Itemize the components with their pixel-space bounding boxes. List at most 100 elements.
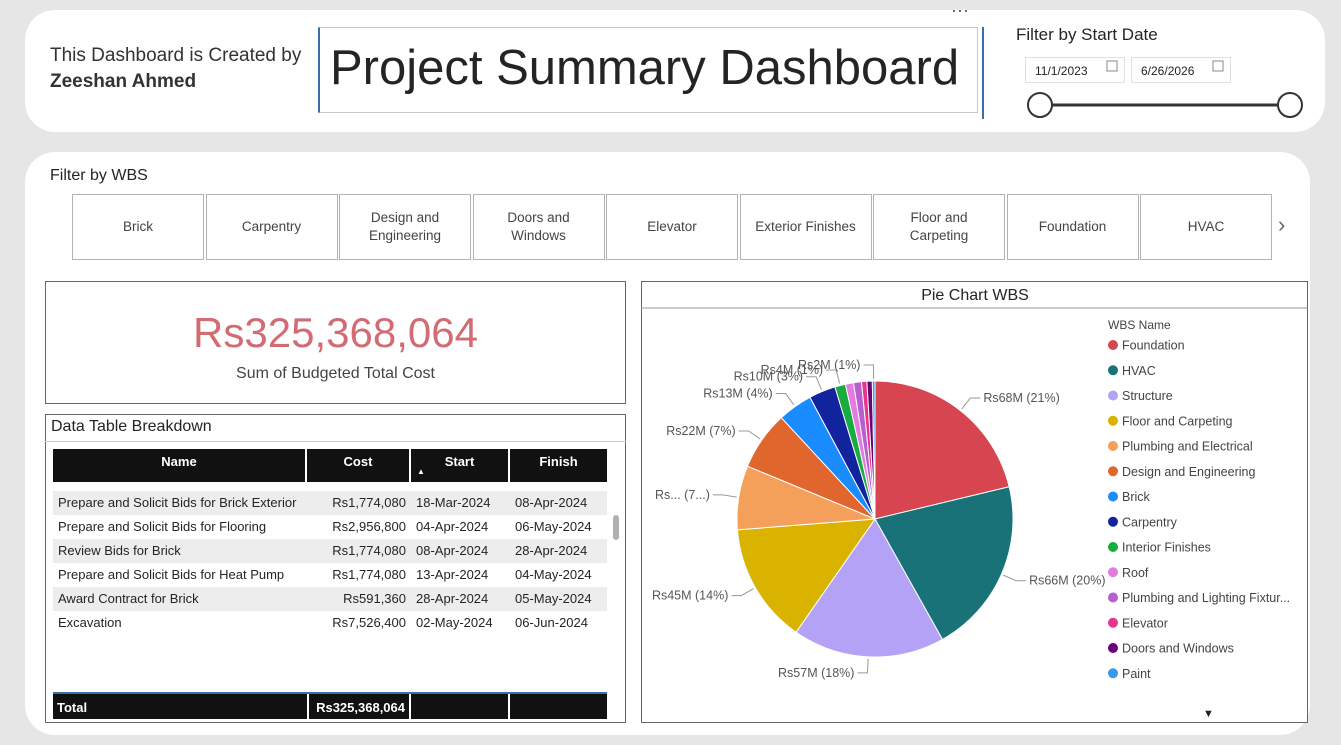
table-cell: 05-May-2024 [515,591,592,606]
slider-handle[interactable] [1027,92,1053,118]
dashboard-title: Project Summary Dashboard [330,41,960,95]
table-row: Review Bids for Brick Rs1,774,080 08-Apr-2… [53,539,607,563]
legend-label[interactable]: Foundation [1122,339,1185,353]
legend-label[interactable]: Interior Finishes [1122,541,1211,555]
pie-slice[interactable] [871,380,876,520]
legend-marker [1108,340,1118,350]
data-label: Rs45M (14%) [652,589,728,603]
end-date-input[interactable]: 6/26/2026 [1131,57,1231,83]
legend-label[interactable]: Paint [1122,667,1151,681]
pie-slice[interactable] [736,518,877,633]
table-cell: Excavation [58,615,122,630]
wbs-button[interactable]: HVAC [1140,194,1272,260]
kpi-card [45,281,626,404]
cell-divider [305,449,307,482]
table-cell: 04-Apr-2024 [416,519,489,534]
calendar-icon[interactable] [1106,60,1118,72]
data-label: Rs66M (20%) [1029,574,1105,588]
wbs-button[interactable]: Brick [72,194,204,260]
leader-line [863,364,875,380]
wbs-button[interactable]: Design and Engineering [339,194,471,260]
legend-marker [1108,390,1118,401]
data-label: Rs10M (3%) [734,370,803,384]
table-row: Award Contract for Brick Rs591,360 28-Apr-… [53,587,607,611]
legend-marker [1108,441,1118,451]
date-filter-label: Filter by Start Date [1016,25,1158,44]
cell-divider [409,694,411,719]
total-row: Total Rs325,368,064 [53,694,607,719]
wbs-button[interactable]: Doors and Windows [472,194,605,260]
title-box [318,27,978,113]
pie-slice[interactable] [874,486,1014,641]
table-cell: Rs2,956,800 [332,519,406,534]
column-header[interactable]: Start [444,454,475,469]
kpi-value: Rs325,368,064 [193,309,478,356]
wbs-filter-label: Filter by WBS [50,167,148,184]
data-label: Rs22M (7%) [666,424,735,438]
legend-label[interactable]: Elevator [1122,616,1168,630]
start-date-input[interactable]: 11/1/2023 [1025,57,1125,83]
table-row: Excavation Rs7,526,400 02-May-2024 06-Jun-2… [53,611,607,635]
legend-label[interactable]: Doors and Windows [1122,642,1234,656]
table-cell: Prepare and Solicit Bids for Flooring [58,519,267,534]
data-label: Rs57M (18%) [778,666,854,680]
legend-label[interactable]: Floor and Carpeting [1122,414,1233,428]
table-cell: 06-May-2024 [515,519,592,534]
legend-label[interactable]: Design and Engineering [1122,465,1255,479]
column-header[interactable]: Name [161,454,197,469]
table-rows: Prepare and Solicit Bids for Brick Exter… [53,491,607,635]
table-row: Prepare and Solicit Bids for Flooring Rs2… [53,515,607,539]
legend-label[interactable]: Structure [1122,389,1173,403]
wbs-button[interactable]: Foundation [1006,194,1139,260]
pie-slice[interactable] [795,518,944,658]
wbs-button[interactable]: Exterior Finishes [739,194,872,260]
table-cell: Rs1,774,080 [332,495,406,510]
next-arrow[interactable]: › [1278,212,1286,237]
legend-label[interactable]: Roof [1122,566,1149,580]
wbs-button[interactable]: Carpentry [205,194,338,260]
legend-label[interactable]: Carpentry [1122,515,1178,529]
total-rule [53,692,607,694]
legend-label[interactable]: HVAC [1122,364,1156,378]
column-header[interactable]: Finish [539,454,578,469]
more-options[interactable]: ··· [951,0,969,20]
leader-line [826,369,841,384]
slider-handle[interactable] [1277,92,1303,118]
column-header[interactable]: Cost [343,454,373,469]
leader-line [738,430,761,440]
legend-scroll[interactable]: ▼ [1203,708,1214,720]
legend-label[interactable]: Plumbing and Electrical [1122,440,1253,454]
legend-label[interactable]: Brick [1122,490,1151,504]
leader-line [961,397,981,410]
table-cell: 06-Jun-2024 [515,615,588,630]
cell-divider [307,694,309,719]
table-cell: 08-Apr-2024 [515,495,588,510]
table-cell: Prepare and Solicit Bids for Brick Exter… [58,495,297,510]
legend-marker [1108,567,1118,578]
author: Zeeshan Ahmed [50,71,197,92]
scrollbar[interactable] [613,515,619,540]
cell-divider [508,449,510,482]
table-cell: 13-Apr-2024 [416,567,489,582]
leader-line [857,658,869,674]
pie-slice[interactable] [874,380,1010,520]
legend-marker [1108,542,1118,552]
wbs-button[interactable]: Elevator [606,194,738,260]
date-slider [1027,60,1303,118]
legend-marker [1108,643,1118,653]
table-row: Prepare and Solicit Bids for Brick Exter… [53,491,607,515]
legend-marker [1108,466,1118,477]
table-cell: 18-Mar-2024 [416,495,491,510]
data-label: Rs... (7...) [655,488,710,502]
table-cell: Review Bids for Brick [58,543,181,558]
start-date: 11/1/2023 [1035,64,1088,78]
total-label: Total [57,700,88,715]
legend-marker [1108,617,1118,628]
legend-label[interactable]: Plumbing and Lighting Fixtur... [1122,591,1290,605]
wbs-button[interactable]: Floor and Carpeting [873,194,1005,260]
leader-line [712,494,737,498]
data-label: Rs2M (1%) [798,358,861,372]
calendar-icon[interactable] [1212,60,1224,72]
